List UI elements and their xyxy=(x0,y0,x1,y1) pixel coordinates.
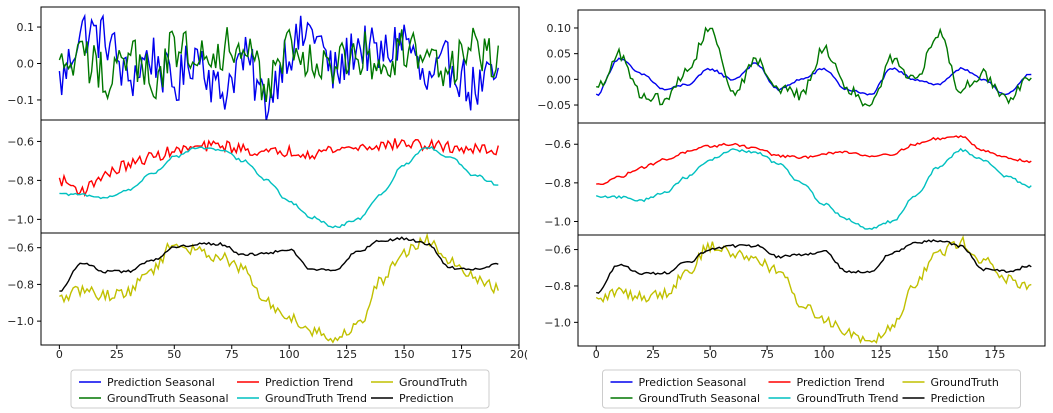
y-tick-label: 0.00 xyxy=(547,73,572,86)
x-tick-label: 125 xyxy=(870,348,891,361)
series-line-groundtruth-trend xyxy=(59,145,499,229)
x-tick-label: 25 xyxy=(110,348,124,361)
y-tick-label: −0.8 xyxy=(7,278,34,291)
y-tick-label: 0.0 xyxy=(17,58,35,71)
y-tick-label: −0.8 xyxy=(7,174,34,187)
legend-label: Prediction xyxy=(931,392,986,405)
series-line-prediction xyxy=(59,236,499,292)
legend-label: GroundTruth xyxy=(399,376,467,389)
y-tick-label: −1.0 xyxy=(544,316,571,329)
axes-frame xyxy=(577,234,1046,347)
x-tick-label: 25 xyxy=(646,348,660,361)
y-tick-label: −0.8 xyxy=(544,177,571,190)
legend-label: GroundTruth Seasonal xyxy=(107,392,229,405)
x-tick-label: 0 xyxy=(593,348,600,361)
legend-label: GroundTruth xyxy=(931,376,999,389)
x-tick-label: 150 xyxy=(927,348,948,361)
series-line-prediction xyxy=(596,239,1032,294)
left-subplot-1: 0.1 0.0 −0.1 xyxy=(7,6,520,121)
legend-label: GroundTruth Seasonal xyxy=(639,392,761,405)
x-tick-label: 100 xyxy=(814,348,835,361)
x-tick-label: 175 xyxy=(451,348,472,361)
y-tick-label: −0.6 xyxy=(7,135,34,148)
series-line-groundtruth xyxy=(59,233,499,344)
x-tick-label: 75 xyxy=(760,348,774,361)
x-tick-label: 50 xyxy=(167,348,181,361)
x-tick-label: 0 xyxy=(56,348,63,361)
series-line-prediction-trend xyxy=(58,138,499,198)
legend-label: GroundTruth Trend xyxy=(265,392,367,405)
y-tick-label: −1.0 xyxy=(7,315,34,328)
series-line-groundtruth xyxy=(595,235,1032,345)
legend-label: GroundTruth Trend xyxy=(797,392,899,405)
y-tick-label: −0.6 xyxy=(544,138,571,151)
right-subplot-2: −0.6 −0.8 −1.0 xyxy=(544,122,1046,236)
x-tick-label: 150 xyxy=(394,348,415,361)
series-line-groundtruth-seasonal xyxy=(58,27,499,102)
left-panel: 0.1 0.0 −0.1 −0.6 −0.8 −1.0 −0.6 −0.8 −1.0 0 25 50 7… xyxy=(7,6,528,409)
y-tick-label: −0.05 xyxy=(537,99,571,112)
x-tick-label: 20( xyxy=(510,348,528,361)
right-legend: Prediction Seasonal GroundTruth Seasonal P… xyxy=(602,369,1021,409)
x-tick-label: 125 xyxy=(336,348,357,361)
y-tick-label: −1.0 xyxy=(7,213,34,226)
legend-label: Prediction Trend xyxy=(265,376,353,389)
y-tick-label: −0.1 xyxy=(7,94,34,107)
series-line-groundtruth-trend xyxy=(595,147,1032,230)
axes-frame xyxy=(40,119,520,234)
legend-label: Prediction Seasonal xyxy=(107,376,215,389)
x-tick-label: 100 xyxy=(279,348,300,361)
y-tick-label: 0.10 xyxy=(547,22,572,35)
right-panel: 0.10 0.05 0.00 −0.05 −0.6 −0.8 −1.0 −0.6 −0.8 −1.… xyxy=(537,9,1046,409)
left-legend: Prediction Seasonal GroundTruth Seasonal P… xyxy=(70,369,490,409)
y-tick-label: −0.6 xyxy=(7,242,34,255)
legend-label: Prediction Trend xyxy=(797,376,885,389)
x-tick-label: 75 xyxy=(225,348,239,361)
series-line-prediction-seasonal xyxy=(595,57,1032,97)
legend-label: Prediction Seasonal xyxy=(639,376,747,389)
y-tick-label: −1.0 xyxy=(544,215,571,228)
right-subplot-1: 0.10 0.05 0.00 −0.05 xyxy=(537,9,1046,124)
series-line-prediction-seasonal xyxy=(58,13,499,120)
x-tick-label: 175 xyxy=(984,348,1005,361)
axes-frame xyxy=(577,122,1046,236)
left-subplot-2: −0.6 −0.8 −1.0 xyxy=(7,119,520,234)
right-subplot-3: −0.6 −0.8 −1.0 xyxy=(544,234,1046,347)
axes-frame xyxy=(577,9,1046,124)
y-tick-label: 0.1 xyxy=(17,21,35,34)
series-line-prediction-trend xyxy=(596,134,1032,185)
y-tick-label: −0.6 xyxy=(544,244,571,257)
series-line-groundtruth-seasonal xyxy=(596,26,1032,107)
axes-frame xyxy=(40,232,520,346)
left-subplot-3: −0.6 −0.8 −1.0 xyxy=(7,232,520,346)
y-tick-label: −0.8 xyxy=(544,280,571,293)
x-tick-label: 50 xyxy=(703,348,717,361)
legend-label: Prediction xyxy=(399,392,454,405)
y-tick-label: 0.05 xyxy=(547,48,572,61)
